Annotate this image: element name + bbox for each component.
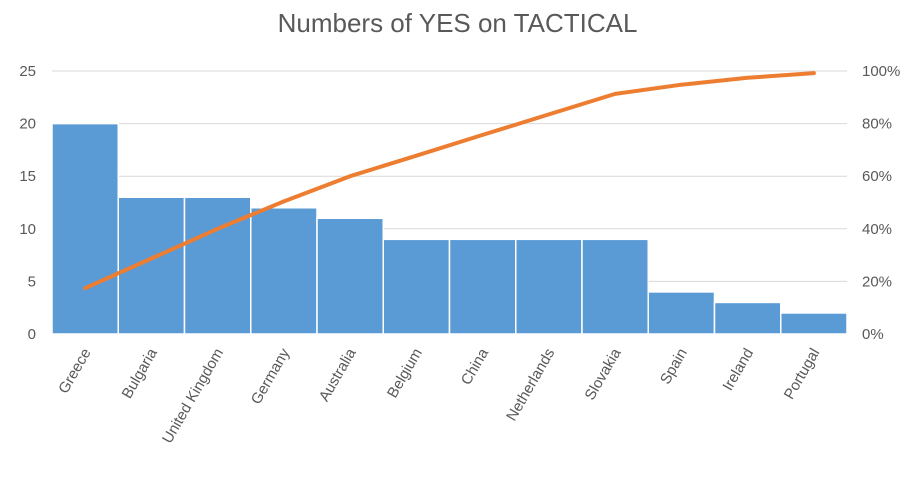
bar bbox=[647, 291, 716, 335]
x-tick-label: China bbox=[458, 345, 493, 388]
bar-series bbox=[51, 122, 848, 335]
x-tick-label: Belgium bbox=[384, 346, 426, 401]
right-y-axis: 0% 20% 40% 60% 80% 100% bbox=[862, 63, 900, 343]
x-tick-label: Spain bbox=[657, 346, 691, 388]
y-tick-label: 0 bbox=[28, 326, 36, 343]
bar bbox=[448, 238, 517, 335]
left-y-axis: 0 5 10 15 20 25 bbox=[19, 63, 36, 343]
y-tick-label: 25 bbox=[19, 63, 36, 80]
bar bbox=[780, 312, 848, 335]
y2-tick-label: 60% bbox=[862, 168, 892, 185]
y2-tick-label: 0% bbox=[862, 326, 884, 343]
cumulative-percent-line bbox=[83, 71, 816, 291]
y2-tick-label: 40% bbox=[862, 221, 892, 238]
y-tick-label: 15 bbox=[19, 168, 36, 185]
cumulative-line-series bbox=[83, 71, 816, 291]
x-tick-label: Australia bbox=[316, 345, 360, 405]
bar bbox=[316, 217, 384, 335]
bar bbox=[382, 238, 451, 335]
bar bbox=[117, 196, 186, 335]
x-tick-label: Germany bbox=[248, 345, 294, 407]
y2-tick-label: 100% bbox=[862, 63, 900, 80]
bar bbox=[713, 301, 782, 335]
x-tick-label: Netherlands bbox=[503, 346, 558, 425]
y-tick-label: 5 bbox=[28, 273, 36, 290]
x-tick-label: Greece bbox=[55, 346, 94, 397]
x-tick-label: Bulgaria bbox=[119, 345, 162, 402]
x-tick-label: Ireland bbox=[719, 346, 757, 394]
bar bbox=[515, 238, 583, 335]
y-tick-label: 20 bbox=[19, 116, 36, 133]
y2-tick-label: 80% bbox=[862, 116, 892, 133]
y2-tick-label: 20% bbox=[862, 273, 892, 290]
chart-title: Numbers of YES on TACTICAL bbox=[277, 8, 638, 38]
x-tick-label: Slovakia bbox=[582, 345, 625, 403]
bar bbox=[51, 122, 119, 335]
bar bbox=[581, 238, 649, 335]
x-tick-label: Portugal bbox=[781, 346, 824, 403]
x-tick-label: United Kingdom bbox=[159, 346, 227, 447]
bar bbox=[250, 207, 318, 335]
y-tick-label: 10 bbox=[19, 221, 36, 238]
